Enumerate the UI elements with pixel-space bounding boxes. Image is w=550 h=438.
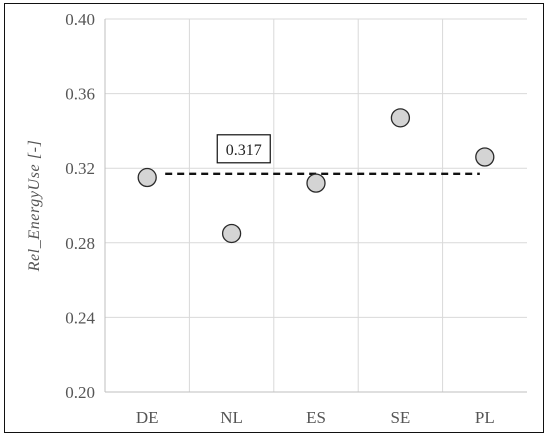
x-tick-label: SE <box>390 408 410 427</box>
x-tick-label: ES <box>306 408 326 427</box>
y-axis-label: Rel_EnergyUse [-] <box>26 140 43 273</box>
reference-label: 0.317 <box>226 142 262 159</box>
x-tick-label: PL <box>475 408 495 427</box>
data-point-es <box>306 173 326 193</box>
y-tick-label: 0.24 <box>65 308 95 327</box>
data-point-se <box>390 108 411 128</box>
data-point-nl <box>221 223 242 244</box>
y-tick-labels: 0.40 0.36 0.32 0.28 0.24 0.20 <box>65 10 95 402</box>
grid-lines <box>104 18 527 393</box>
x-tick-labels: DE NL ES SE PL <box>136 408 495 427</box>
x-tick-label: NL <box>220 408 243 427</box>
data-point-pl <box>475 147 495 167</box>
data-point-de <box>137 167 157 188</box>
data-points <box>137 108 495 244</box>
y-tick-label: 0.36 <box>65 85 95 104</box>
x-tick-label: DE <box>136 408 159 427</box>
reference-label-box <box>216 134 271 164</box>
y-tick-label: 0.40 <box>65 10 95 29</box>
y-tick-label: 0.32 <box>65 159 95 178</box>
y-tick-label: 0.28 <box>65 234 95 253</box>
y-tick-label: 0.20 <box>65 383 95 402</box>
reference-line-group: 0.317 <box>165 134 480 175</box>
